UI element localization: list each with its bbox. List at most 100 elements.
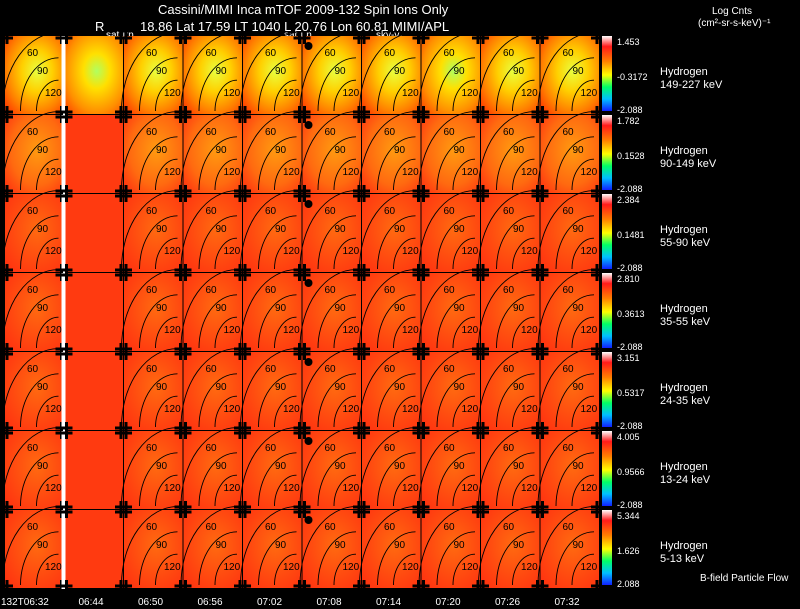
- panel-r4-c0: 60 90 120: [1, 348, 68, 434]
- panel-background: [64, 194, 123, 272]
- contour-60: [214, 237, 238, 270]
- panel-background: [243, 431, 302, 509]
- contour-label: 90: [37, 303, 49, 314]
- contour-label: 120: [45, 483, 62, 494]
- cross-marker: [477, 580, 489, 592]
- contour-60: [274, 474, 297, 507]
- contour-90: [377, 136, 416, 191]
- contour-label: 60: [503, 443, 515, 454]
- planet-marker: [304, 121, 313, 129]
- r-label: R: [95, 19, 105, 34]
- contour-label: 60: [146, 285, 158, 296]
- contour-90: [20, 294, 59, 349]
- contour-90: [198, 531, 238, 586]
- panel-background: [183, 431, 242, 509]
- colorbar-3: [602, 273, 612, 348]
- panel-background: [64, 510, 123, 588]
- contour-label: 120: [462, 562, 479, 573]
- contour-label: 60: [325, 206, 337, 217]
- colorbar-min-label: -2.088: [617, 500, 643, 510]
- cross-marker: [536, 32, 549, 44]
- contour-label: 120: [343, 167, 360, 178]
- contour-label: 120: [343, 483, 360, 494]
- contour-label: 120: [164, 167, 181, 178]
- cross-marker: [120, 269, 132, 281]
- contour-90: [139, 215, 178, 270]
- cross-marker: [60, 269, 73, 281]
- cross-marker: [358, 580, 370, 592]
- panel-background: [243, 115, 302, 193]
- contour-120: [478, 269, 535, 349]
- cross-marker: [1, 506, 13, 518]
- contour-60: [512, 79, 535, 112]
- contour-90: [20, 215, 59, 270]
- contour-label: 90: [156, 382, 168, 393]
- contour-label: 120: [581, 246, 598, 257]
- panel-background: [5, 36, 64, 114]
- panel-background: [362, 510, 421, 588]
- cross-marker: [536, 427, 549, 439]
- contour-label: 90: [216, 540, 228, 551]
- contour-120: [537, 348, 595, 428]
- cross-marker: [358, 32, 370, 44]
- contour-120: [180, 348, 238, 428]
- contour-label: 120: [581, 325, 598, 336]
- contour-120: [418, 32, 476, 112]
- cross-marker: [417, 506, 430, 518]
- contour-120: [2, 269, 59, 349]
- contour-label: 120: [521, 88, 538, 99]
- panel-background: [421, 352, 480, 430]
- panel-background: [540, 352, 599, 430]
- contour-label: 120: [164, 88, 181, 99]
- contour-120: [359, 348, 416, 428]
- contour-90: [317, 215, 357, 270]
- cross-marker: [1, 32, 13, 44]
- panel-r6-c9: 60 90 120: [536, 506, 603, 592]
- panel-background: [124, 194, 183, 272]
- contour-120: [240, 427, 297, 507]
- cross-marker: [179, 190, 192, 202]
- cross-marker: [60, 190, 73, 202]
- panel-r1-c4: 60 90 120: [239, 111, 306, 197]
- contour-120: [359, 269, 416, 349]
- panel-r2-c4: 60 90 120: [239, 190, 306, 276]
- contour-120: [478, 348, 535, 428]
- contour-label: 120: [164, 483, 181, 494]
- panel-r6-c7: 60 90 120: [417, 506, 484, 592]
- contour-label: 120: [581, 562, 598, 573]
- contour-label: 60: [503, 522, 515, 533]
- contour-label: 60: [563, 364, 575, 375]
- x-tick-label: 07:14: [376, 597, 402, 608]
- row-label: Hydrogen 55-90 keV: [660, 224, 710, 250]
- contour-label: 90: [37, 461, 49, 472]
- panel-r6-c8: 60 90 120: [477, 506, 544, 592]
- panel-background: [183, 115, 242, 193]
- colorbar-mid-label: 0.3613: [617, 309, 645, 319]
- energy-label: 13-24 keV: [660, 474, 711, 486]
- contour-label: 90: [513, 66, 525, 77]
- contour-label: 60: [146, 127, 158, 138]
- cross-marker: [591, 580, 603, 592]
- stats-line: 18.86 Lat 17.59 LT 1040 L 20.76 Lon 60.8…: [140, 19, 450, 34]
- contour-60: [512, 316, 535, 349]
- cross-marker: [120, 111, 132, 123]
- overlay-label-sky: sky-v₁: [376, 30, 403, 41]
- cross-marker: [358, 506, 370, 518]
- species-label: Hydrogen: [660, 66, 708, 78]
- panel-r5-c5: 60 90 120: [298, 427, 365, 513]
- colorbar-max-label: 3.151: [617, 353, 640, 363]
- contour-label: 120: [283, 246, 300, 257]
- contour-label: 90: [37, 224, 49, 235]
- panel-r0-c5: 60 90 120: [298, 32, 365, 118]
- contour-label: 60: [325, 127, 337, 138]
- panel-background: [183, 510, 242, 588]
- contour-90: [496, 136, 535, 191]
- cross-marker: [298, 427, 311, 439]
- cross-marker: [60, 580, 73, 592]
- contour-60: [393, 553, 416, 586]
- cross-marker: [120, 190, 132, 202]
- colorbar-mid-label: 0.5317: [617, 388, 645, 398]
- contour-label: 60: [563, 522, 575, 533]
- contour-60: [571, 553, 595, 586]
- panel-background: [124, 273, 183, 351]
